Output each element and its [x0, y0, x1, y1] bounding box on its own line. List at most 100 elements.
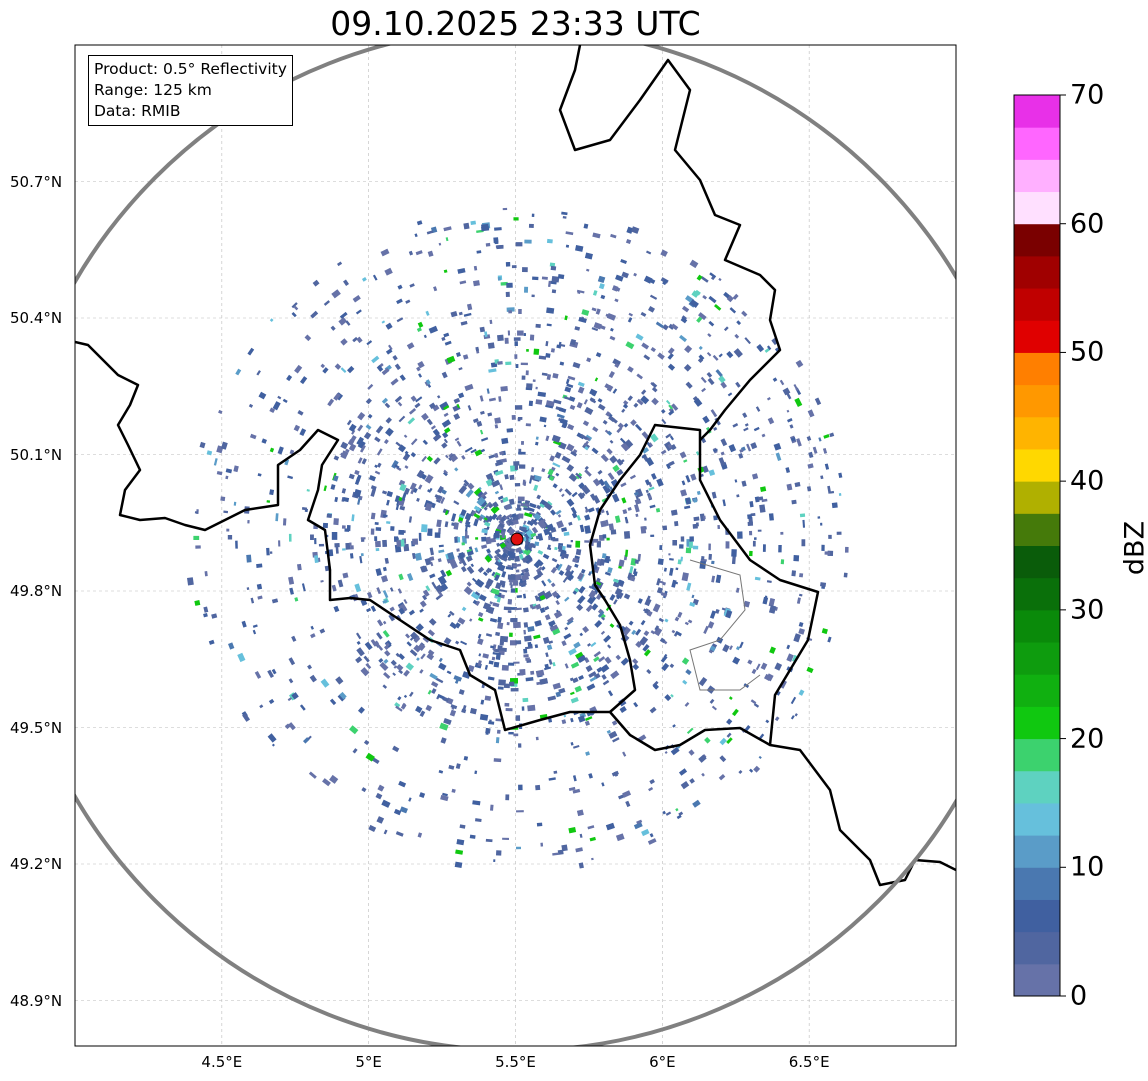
radar-echo: [762, 596, 769, 605]
radar-echo: [463, 482, 468, 487]
radar-echo: [578, 585, 586, 594]
radar-echo: [306, 489, 310, 492]
radar-echo: [698, 354, 705, 361]
radar-echo: [695, 451, 700, 456]
radar-echo: [323, 300, 331, 306]
radar-echo: [394, 363, 401, 371]
radar-echo: [506, 282, 513, 288]
radar-echo: [492, 644, 497, 651]
radar-echo: [648, 278, 656, 284]
radar-echo: [486, 388, 490, 394]
radar-echo: [474, 770, 478, 775]
radar-echo: [793, 555, 800, 562]
radar-echo: [824, 551, 831, 555]
radar-echo: [820, 522, 823, 526]
colorbar-tick-label: 50: [1070, 336, 1105, 368]
radar-echo: [689, 536, 694, 542]
colorbar-bin: [1014, 95, 1060, 128]
radar-echo: [687, 619, 693, 624]
radar-echo: [722, 499, 726, 507]
radar-echo: [424, 474, 434, 484]
radar-echo: [340, 338, 348, 346]
radar-echo: [584, 445, 589, 451]
radar-echo: [516, 846, 522, 850]
radar-echo: [684, 345, 693, 354]
radar-echo: [499, 588, 508, 593]
radar-echo: [591, 307, 597, 312]
radar-echo: [528, 223, 534, 228]
radar-echo: [473, 488, 482, 497]
radar-echo: [496, 729, 501, 734]
radar-echo: [609, 335, 616, 341]
radar-echo: [537, 549, 544, 555]
radar-echo: [570, 741, 574, 746]
radar-echo: [340, 450, 349, 460]
radar-echo: [737, 531, 743, 539]
radar-echo: [786, 483, 793, 491]
radar-echo: [431, 581, 437, 589]
radar-echo: [726, 295, 734, 303]
radar-echo: [563, 714, 567, 718]
radar-echo: [623, 400, 629, 406]
radar-echo: [477, 633, 482, 639]
radar-echo: [608, 730, 618, 739]
radar-echo: [503, 606, 512, 611]
radar-echo: [454, 861, 463, 868]
radar-echo: [555, 509, 562, 516]
radar-echo: [535, 784, 541, 791]
radar-echo: [827, 485, 832, 494]
radar-echo: [600, 509, 605, 514]
radar-echo: [786, 409, 790, 413]
radar-echo: [540, 518, 546, 524]
radar-echo: [676, 814, 682, 820]
radar-echo: [497, 277, 501, 281]
radar-echo: [568, 648, 577, 656]
radar-echo: [541, 276, 548, 280]
radar-echo: [470, 563, 475, 568]
radar-echo: [576, 402, 583, 409]
radar-echo: [718, 457, 726, 466]
radar-echo: [385, 427, 394, 437]
radar-echo: [775, 452, 782, 462]
radar-echo: [645, 457, 655, 467]
radar-echo: [458, 552, 465, 559]
radar-echo: [368, 824, 377, 832]
radar-echo: [505, 566, 514, 570]
radar-echo: [473, 518, 479, 527]
radar-echo: [700, 276, 709, 283]
radar-echo: [456, 548, 460, 552]
radar-echo: [382, 514, 388, 518]
radar-echo: [589, 836, 596, 842]
radar-echo: [635, 495, 639, 501]
radar-echo: [600, 520, 607, 528]
radar-echo: [561, 844, 568, 852]
radar-echo: [235, 540, 238, 549]
radar-echo: [425, 310, 430, 316]
radar-echo: [541, 580, 547, 587]
radar-echo: [431, 688, 437, 695]
radar-echo: [405, 662, 415, 671]
radar-echo: [508, 731, 514, 735]
radar-echo: [514, 607, 522, 611]
radar-echo: [597, 403, 606, 411]
radar-echo: [547, 695, 557, 701]
radar-echo: [726, 737, 733, 745]
radar-echo: [476, 496, 486, 507]
radar-echo: [818, 437, 822, 442]
radar-echo: [661, 418, 667, 425]
radar-echo: [501, 531, 506, 539]
radar-echo: [309, 674, 317, 683]
radar-echo: [465, 524, 471, 528]
radar-echo: [287, 697, 293, 702]
radar-echo: [427, 689, 432, 695]
radar-echo: [349, 725, 359, 735]
radar-echo: [493, 661, 500, 668]
radar-echo: [257, 595, 263, 600]
radar-echo: [726, 350, 734, 359]
radar-echo: [443, 438, 448, 444]
radar-echo: [397, 401, 403, 407]
radar-echo: [541, 468, 546, 473]
radar-echo: [696, 490, 701, 496]
radar-echo: [429, 556, 435, 561]
radar-echo: [450, 311, 458, 318]
